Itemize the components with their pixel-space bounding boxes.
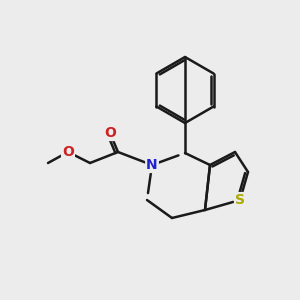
Text: S: S	[235, 193, 245, 207]
Text: O: O	[62, 145, 74, 159]
Text: O: O	[104, 126, 116, 140]
Text: N: N	[146, 158, 158, 172]
